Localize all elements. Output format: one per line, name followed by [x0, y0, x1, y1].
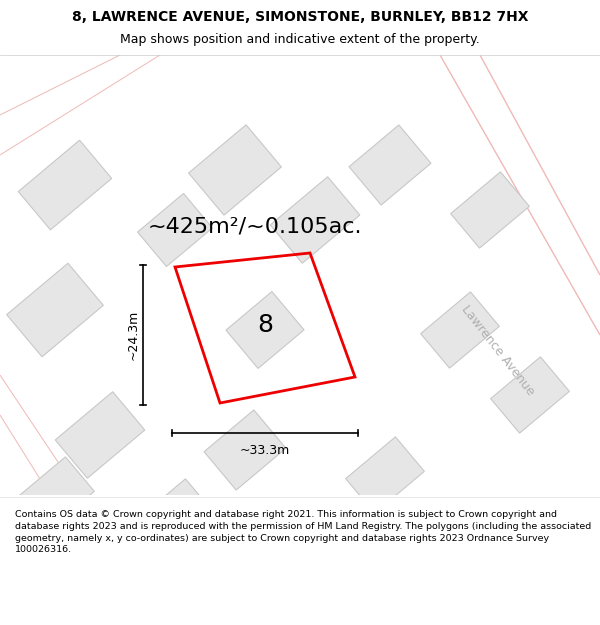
Polygon shape	[346, 437, 424, 513]
Text: ~425m²/~0.105ac.: ~425m²/~0.105ac.	[148, 217, 362, 237]
Text: Contains OS data © Crown copyright and database right 2021. This information is : Contains OS data © Crown copyright and d…	[15, 510, 591, 554]
Polygon shape	[451, 172, 529, 248]
Polygon shape	[16, 457, 94, 533]
Polygon shape	[55, 392, 145, 478]
Polygon shape	[136, 479, 214, 555]
Text: 8: 8	[257, 313, 273, 337]
Text: Map shows position and indicative extent of the property.: Map shows position and indicative extent…	[120, 32, 480, 46]
Polygon shape	[137, 194, 212, 266]
Polygon shape	[349, 125, 431, 205]
Polygon shape	[270, 177, 360, 263]
Polygon shape	[18, 140, 112, 230]
Polygon shape	[226, 292, 304, 368]
Polygon shape	[7, 263, 103, 357]
Text: Lawrence Avenue: Lawrence Avenue	[459, 302, 537, 398]
Text: ~33.3m: ~33.3m	[240, 444, 290, 458]
Text: 8, LAWRENCE AVENUE, SIMONSTONE, BURNLEY, BB12 7HX: 8, LAWRENCE AVENUE, SIMONSTONE, BURNLEY,…	[72, 10, 528, 24]
Text: ~24.3m: ~24.3m	[127, 310, 139, 360]
Polygon shape	[421, 292, 499, 368]
Polygon shape	[491, 357, 569, 433]
Polygon shape	[204, 410, 286, 490]
Polygon shape	[188, 125, 281, 215]
